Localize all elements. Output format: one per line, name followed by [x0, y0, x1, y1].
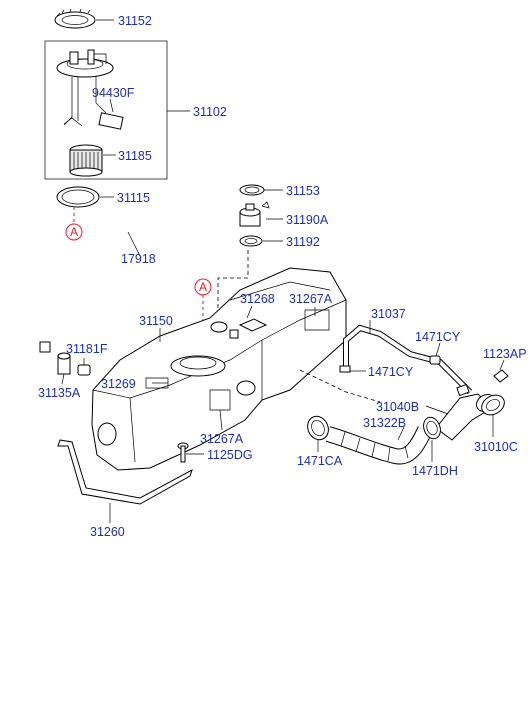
fitting-31135A-part	[57, 352, 71, 375]
part-label-1471CY-b[interactable]: 1471CY	[368, 365, 414, 379]
part-label-1125DG[interactable]: 1125DG	[207, 448, 253, 462]
part-label-31153[interactable]: 31153	[286, 184, 320, 198]
fuel-cap-part	[481, 394, 505, 416]
part-label-31102[interactable]: 31102	[193, 105, 227, 119]
ref-a-letter-left: A	[70, 225, 78, 239]
part-label-31190A[interactable]: 31190A	[286, 213, 329, 227]
leader-31135A	[61, 373, 65, 385]
tank-strap-part	[57, 439, 193, 505]
assembly-dash-valve	[217, 250, 249, 322]
leader-94430F	[109, 98, 114, 113]
leader-31040B	[425, 405, 449, 415]
ref-a-letter-tank: A	[199, 280, 207, 294]
part-label-31040B[interactable]: 31040B	[376, 400, 419, 414]
fuel-pump-module-part	[56, 49, 124, 177]
gasket-31192-inner	[244, 238, 258, 244]
part-label-31010C[interactable]: 31010C	[474, 440, 518, 454]
leader-31267A-bot	[219, 409, 223, 431]
part-label-31181F[interactable]: 31181F	[66, 342, 108, 356]
part-label-31269[interactable]: 31269	[101, 377, 136, 391]
part-label-31267A-top[interactable]: 31267A	[289, 292, 333, 306]
part-label-31037[interactable]: 31037	[371, 307, 406, 321]
part-label-31115[interactable]: 31115	[117, 191, 150, 205]
bolt-1125DG-part	[177, 442, 189, 463]
part-label-31268[interactable]: 31268	[240, 292, 275, 306]
leader-31268	[246, 305, 253, 319]
assembly-dash-breather	[299, 369, 381, 403]
fuel-tank-part	[91, 267, 347, 471]
part-label-17918[interactable]: 17918	[121, 252, 156, 266]
part-label-94430F[interactable]: 94430F	[92, 86, 135, 100]
part-label-31192[interactable]: 31192	[286, 235, 320, 249]
part-label-31152[interactable]: 31152	[118, 14, 152, 28]
leader-17918	[127, 231, 141, 257]
leader-1123AP	[499, 359, 505, 371]
drain-plug-31181F-part	[77, 364, 91, 376]
ref-a-circle-left	[65, 223, 83, 241]
bolt-1123AP-part	[493, 369, 509, 383]
gasket-31192-part	[239, 235, 263, 247]
part-label-31322B[interactable]: 31322B	[363, 416, 406, 430]
vent-hose-part	[11, 200, 245, 353]
filler-hose-part	[325, 426, 433, 465]
lock-ring-part	[54, 8, 96, 29]
part-label-1471CA[interactable]: 1471CA	[297, 454, 343, 468]
part-label-1123AP[interactable]: 1123AP	[483, 347, 527, 361]
part-label-31150[interactable]: 31150	[139, 314, 173, 328]
part-label-31260[interactable]: 31260	[90, 525, 125, 539]
pump-module-box	[44, 40, 168, 180]
gasket-inner	[61, 189, 95, 205]
leader-31322B	[397, 426, 405, 441]
part-label-1471DH[interactable]: 1471DH	[412, 464, 458, 478]
part-label-1471CY-a[interactable]: 1471CY	[415, 330, 461, 344]
part-label-31135A[interactable]: 31135A	[38, 386, 81, 400]
part-label-31267A-bot[interactable]: 31267A	[200, 432, 244, 446]
hose-clamp-1471CA-part	[307, 415, 329, 441]
valve-31190A-part	[239, 201, 270, 227]
clip-31153-part	[239, 184, 265, 196]
hose-clamp-1471DH-part	[423, 416, 441, 440]
leader-1471CY-a	[435, 342, 441, 357]
clip-1471CY-a-part	[429, 355, 441, 365]
part-label-31185[interactable]: 31185	[118, 149, 152, 163]
